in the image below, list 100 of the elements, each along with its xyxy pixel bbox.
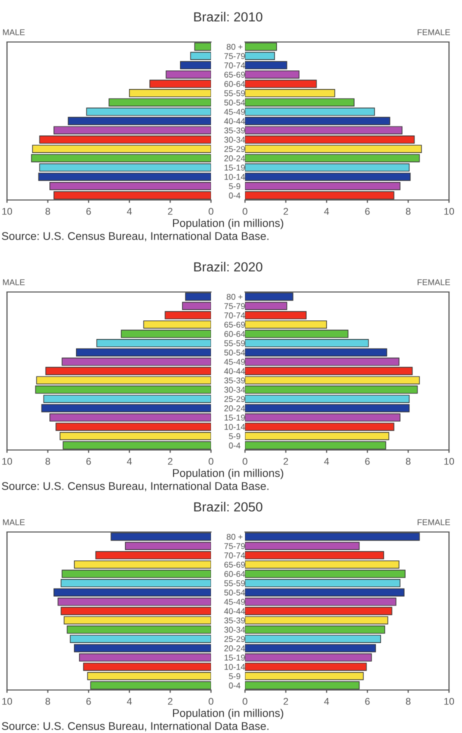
y-tick-label: 70-74: [224, 62, 246, 68]
x-tick-label: 6: [365, 458, 370, 465]
y-tick-label: 20-24: [224, 405, 246, 412]
y-tick-label: 30-34: [224, 626, 246, 633]
chart-title: Brazil: 2050: [194, 502, 262, 512]
x-tick-label: 4: [324, 698, 330, 705]
y-tick-label: 25-29: [224, 396, 245, 402]
y-tick-label: 0-4: [228, 442, 240, 448]
x-tick-label: 10: [2, 208, 12, 215]
y-tick-label: 80 +: [226, 534, 242, 540]
y-tick-label: 40-44: [224, 608, 246, 614]
x-tick-label: 2: [168, 458, 172, 465]
y-tick-label: 10-14: [224, 174, 246, 180]
chart-subtitle: MALE: [3, 519, 25, 526]
y-tick-label: 50-54: [224, 100, 246, 106]
x-tick-label: 4: [324, 208, 330, 215]
x-tick-label: 2: [284, 698, 288, 705]
x-tick-label: 8: [406, 458, 410, 465]
y-tick-label: 50-54: [224, 590, 246, 596]
x-tick-label: 8: [406, 208, 410, 215]
x-tick-label: 0: [208, 698, 214, 705]
y-tick-label: 15-19: [224, 414, 245, 421]
y-tick-label: 80 +: [226, 294, 242, 300]
x-tick-label: 8: [406, 698, 410, 705]
y-tick-label: 45-49: [224, 598, 245, 605]
source-note: Source: U.S. Census Bureau, International Data Base.: [2, 232, 268, 242]
chart-subtitle: MALE: [3, 29, 25, 36]
y-tick-label: 5-9: [228, 673, 240, 680]
y-tick-label: 15-19: [224, 654, 245, 661]
x-tick-label: 10: [444, 458, 454, 465]
x-tick-label: 10: [2, 698, 12, 705]
x-tick-label: 10: [444, 698, 454, 705]
y-tick-label: 10-14: [224, 424, 246, 430]
x-tick-label: 4: [126, 208, 132, 215]
y-tick-label: 75-79: [224, 303, 245, 310]
y-tick-label: 65-69: [224, 72, 245, 78]
y-tick-label: 55-59: [224, 340, 245, 346]
y-tick-label: 30-34: [224, 386, 246, 393]
x-tick-label: 2: [284, 458, 288, 465]
y-tick-label: 65-69: [224, 322, 245, 328]
x-tick-label: 4: [324, 458, 330, 465]
chart-title: Brazil: 2010: [194, 12, 262, 22]
y-tick-label: 75-79: [224, 543, 245, 550]
y-tick-label: 20-24: [224, 645, 246, 652]
x-tick-label: 4: [126, 458, 132, 465]
x-tick-label: 6: [86, 458, 91, 465]
x-tick-label: 0: [208, 458, 214, 465]
x-tick-label: 8: [46, 458, 50, 465]
x-tick-label: 6: [86, 208, 91, 215]
x-tick-label: 6: [365, 208, 370, 215]
chart-subtitle: FEMALE: [418, 29, 450, 36]
y-tick-label: 15-19: [224, 164, 245, 171]
source-note: Source: U.S. Census Bureau, International Data Base.: [2, 722, 268, 732]
x-axis-title: Population (in millions): [173, 708, 284, 720]
y-tick-label: 25-29: [224, 146, 245, 152]
y-tick-label: 5-9: [228, 433, 240, 440]
chart-title: Brazil: 2020: [194, 262, 262, 272]
x-tick-label: 0: [208, 208, 214, 215]
y-tick-label: 70-74: [224, 312, 246, 318]
x-tick-label: 10: [2, 458, 12, 465]
y-tick-label: 0-4: [228, 192, 240, 198]
y-tick-label: 75-79: [224, 53, 245, 60]
y-tick-label: 50-54: [224, 350, 246, 356]
y-tick-label: 20-24: [224, 155, 246, 162]
y-tick-label: 65-69: [224, 562, 245, 568]
x-axis-title: Population (in millions): [173, 218, 284, 230]
x-tick-label: 2: [168, 208, 172, 215]
x-tick-label: 0: [242, 698, 248, 705]
x-tick-label: 8: [46, 208, 50, 215]
y-tick-label: 60-64: [224, 331, 246, 337]
x-tick-label: 0: [242, 208, 248, 215]
x-tick-label: 6: [365, 698, 370, 705]
y-tick-label: 80 +: [226, 44, 242, 50]
y-tick-label: 55-59: [224, 90, 245, 96]
y-tick-label: 45-49: [224, 358, 245, 365]
source-note: Source: U.S. Census Bureau, International Data Base.: [2, 482, 268, 492]
chart-subtitle: MALE: [3, 279, 25, 286]
x-tick-label: 2: [168, 698, 172, 705]
y-tick-label: 40-44: [224, 368, 246, 374]
x-axis-title: Population (in millions): [173, 468, 284, 480]
y-tick-label: 0-4: [228, 682, 240, 688]
x-tick-label: 2: [284, 208, 288, 215]
y-tick-label: 70-74: [224, 552, 246, 558]
x-tick-label: 6: [86, 698, 91, 705]
x-tick-label: 0: [242, 458, 248, 465]
y-tick-label: 25-29: [224, 636, 245, 642]
y-tick-label: 10-14: [224, 664, 246, 670]
chart-subtitle: FEMALE: [418, 279, 450, 286]
y-tick-label: 35-39: [224, 127, 245, 134]
x-tick-label: 4: [126, 698, 132, 705]
y-tick-label: 55-59: [224, 580, 245, 586]
y-tick-label: 30-34: [224, 136, 246, 143]
y-tick-label: 35-39: [224, 377, 245, 384]
chart-subtitle: FEMALE: [418, 519, 450, 526]
y-tick-label: 45-49: [224, 108, 245, 115]
y-tick-label: 5-9: [228, 183, 240, 190]
y-tick-label: 40-44: [224, 118, 246, 124]
y-tick-label: 60-64: [224, 571, 246, 577]
x-tick-label: 8: [46, 698, 50, 705]
x-tick-label: 10: [444, 208, 454, 215]
